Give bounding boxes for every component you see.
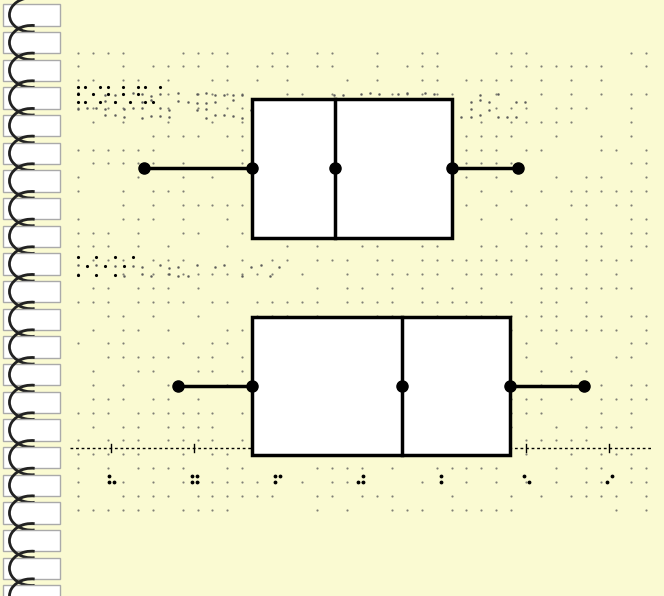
Bar (3, 585, 60, 596)
Bar (3, 309, 60, 330)
Bar (3, 447, 60, 468)
Bar (252, 316, 509, 455)
Bar (252, 99, 452, 238)
Bar (3, 281, 60, 302)
Bar (3, 253, 60, 275)
Bar (3, 225, 60, 247)
Bar (3, 364, 60, 386)
Bar (3, 142, 60, 164)
Bar (3, 87, 60, 108)
Bar (3, 115, 60, 136)
Bar (3, 474, 60, 496)
Bar (3, 60, 60, 81)
Bar (3, 170, 60, 192)
Bar (3, 419, 60, 440)
Bar (3, 4, 60, 26)
Bar (3, 336, 60, 358)
Bar (3, 32, 60, 53)
Bar (3, 530, 60, 551)
Bar (3, 502, 60, 524)
Bar (3, 392, 60, 413)
Bar (3, 558, 60, 579)
Bar (3, 198, 60, 219)
